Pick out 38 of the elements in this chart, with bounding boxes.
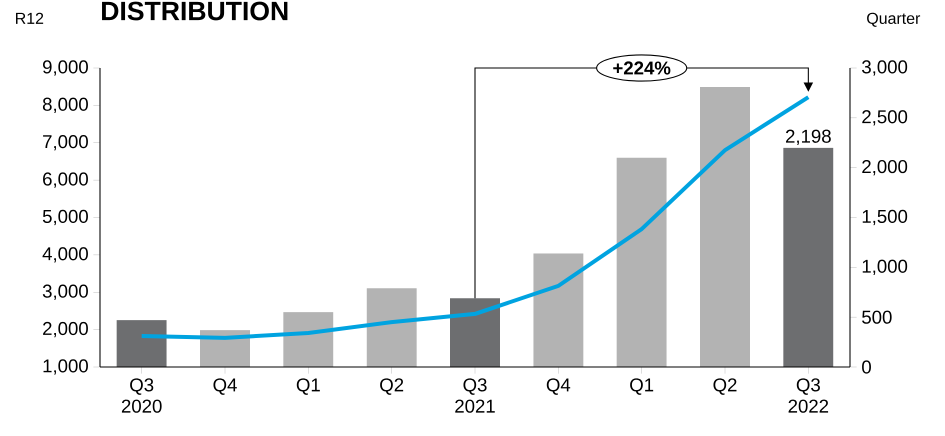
x-tick-label: Q4 bbox=[213, 378, 237, 395]
y-tick-label: 3,000 bbox=[42, 284, 88, 300]
chart-title: DISTRIBUTION bbox=[102, 2, 288, 20]
x-tick-label: Q1 bbox=[630, 378, 654, 395]
y2-tick-label: 2,000 bbox=[862, 160, 908, 176]
y-tick-label: 8,000 bbox=[42, 98, 88, 114]
y-tick-label: 9,000 bbox=[43, 60, 88, 76]
y-tick-label: 1,000 bbox=[44, 359, 88, 375]
x-tick-label: Q3 2022 bbox=[788, 378, 828, 413]
data-label: 2,198 bbox=[786, 130, 831, 146]
bar bbox=[450, 298, 500, 367]
y-tick-label: 6,000 bbox=[43, 172, 88, 188]
y-tick-label: 5,000 bbox=[42, 210, 88, 226]
x-tick-label: Q3 2020 bbox=[122, 378, 162, 413]
y2-tick-label: 3,000 bbox=[862, 60, 908, 76]
y-tick-label: 2,000 bbox=[43, 322, 88, 338]
x-tick-label: Q3 2021 bbox=[455, 378, 495, 413]
bar bbox=[283, 312, 334, 367]
bar bbox=[783, 148, 834, 367]
y2-tick-label: 0 bbox=[862, 360, 871, 374]
y2-tick-label: 1,500 bbox=[862, 210, 908, 226]
bar bbox=[366, 288, 417, 367]
bar bbox=[616, 158, 667, 367]
annotation: +224% bbox=[613, 61, 670, 75]
x-tick-label: Q4 bbox=[546, 378, 570, 395]
y2-axis-title: Quarter bbox=[867, 12, 920, 27]
y2-tick-label: 500 bbox=[862, 310, 892, 324]
y-tick-label: 7,000 bbox=[43, 135, 88, 150]
x-tick-label: Q2 bbox=[380, 378, 404, 395]
bar bbox=[700, 86, 750, 367]
y2-tick-label: 1,000 bbox=[862, 260, 908, 276]
y-tick-label: 4,000 bbox=[42, 247, 88, 263]
y-axis-title: R12 bbox=[16, 12, 44, 24]
y2-tick-label: 2,500 bbox=[862, 110, 908, 126]
bar bbox=[116, 320, 167, 367]
x-tick-label: Q1 bbox=[296, 378, 320, 395]
bar bbox=[533, 253, 584, 367]
x-tick-label: Q2 bbox=[713, 378, 736, 395]
